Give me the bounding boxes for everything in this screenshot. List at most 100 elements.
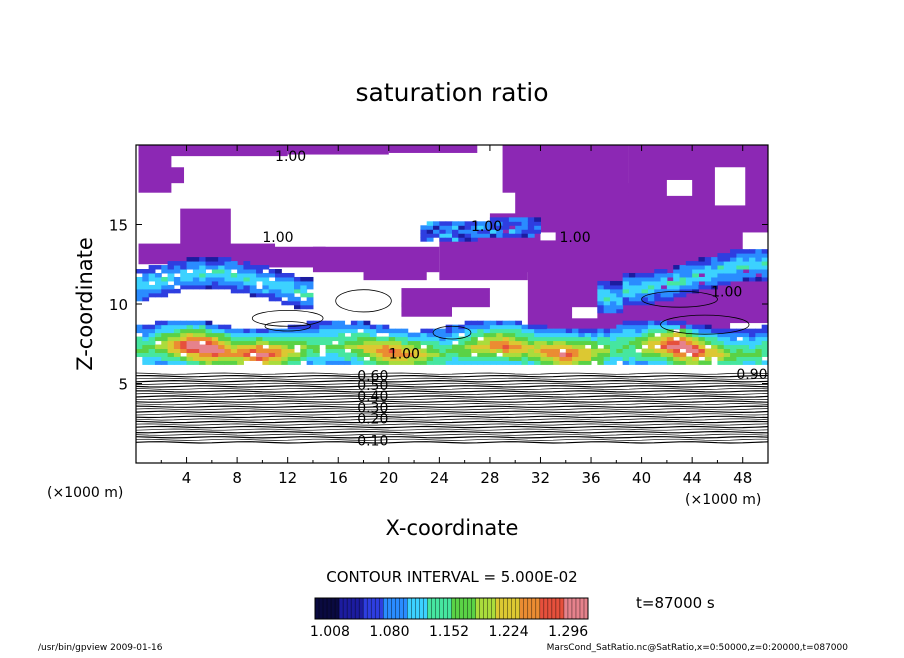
colorbar-cell [543, 598, 549, 619]
colorbar-cell [343, 598, 348, 619]
x-axis: 4 8 12 16 20 24 28 32 36 40 44 48 [160, 145, 752, 487]
contour-label: 1.00 [275, 149, 306, 165]
colorbar-cell [435, 598, 440, 619]
contour-label: 1.00 [471, 219, 502, 235]
y-axis: 5 10 15 [109, 217, 768, 394]
x-tick-label: 28 [480, 469, 499, 487]
colorbar-cell [347, 598, 352, 619]
x-tick-label: 40 [632, 469, 651, 487]
colorbar-cell [527, 598, 533, 619]
colorbar-cell [475, 598, 481, 619]
colorbar-cell [399, 598, 404, 619]
contour-label: 0.90 [736, 367, 767, 383]
colorbar-cell [491, 598, 497, 619]
footer-right: MarsCond_SatRatio.nc@SatRatio,x=0:50000,… [547, 643, 849, 653]
colorbar-cell [579, 598, 585, 619]
colorbar-cell [455, 598, 460, 619]
colorbar-cell [431, 598, 436, 619]
colorbar-tick-label: 1.080 [369, 624, 409, 640]
contour-label: 0.60 [357, 369, 388, 385]
colorbar-cell [371, 598, 376, 619]
colorbar-cell [447, 598, 452, 619]
colorbar-cell [419, 598, 424, 619]
contour-label: 1.00 [711, 284, 742, 300]
colorbar-cell [563, 598, 569, 619]
colorbar-cell [575, 598, 581, 619]
colorbar-cell [407, 598, 412, 619]
colorbar-cell [391, 598, 396, 619]
colorbar-cell [515, 598, 521, 619]
colorbar-cell [415, 598, 420, 619]
colorbar-cell [471, 598, 476, 619]
colorbar-cell [339, 598, 344, 619]
colorbar-cell [319, 598, 324, 619]
colorbar-cell [511, 598, 517, 619]
contour-label: 1.00 [389, 346, 420, 362]
colorbar-cell [555, 598, 561, 619]
contour-label: 0.30 [357, 400, 388, 416]
plot-area [136, 145, 768, 444]
colorbar-cell [379, 598, 384, 619]
colorbar-cell [451, 598, 456, 619]
colorbar-cell [443, 598, 448, 619]
x-tick-label: 16 [329, 469, 348, 487]
colorbar-cell [583, 598, 589, 619]
colorbar-cell [559, 598, 565, 619]
colorbar-cell [539, 598, 545, 619]
colorbar-cell [531, 598, 537, 619]
colorbar-cell [363, 598, 368, 619]
colorbar-cell [523, 598, 529, 619]
contour-label: 0.50 [357, 378, 388, 394]
colorbar-cell [567, 598, 573, 619]
x-tick-label: 44 [683, 469, 702, 487]
x-tick-label: 32 [531, 469, 550, 487]
colorbar-cell [335, 598, 340, 619]
colorbar-cell [439, 598, 444, 619]
y-axis-label: Z-coordinate [73, 237, 97, 371]
contour-label: 0.10 [357, 434, 388, 450]
colorbar-cell [463, 598, 468, 619]
contour-label: 0.40 [357, 389, 388, 405]
colorbar-cell [495, 598, 501, 619]
x-tick-label: 20 [379, 469, 398, 487]
heatmap-cells [136, 217, 768, 365]
x-tick-label: 12 [278, 469, 297, 487]
colorbar-cell [327, 598, 332, 619]
colorbar-cell [483, 598, 489, 619]
y-tick-label: 10 [109, 296, 128, 314]
colorbar-cell [459, 598, 464, 619]
colorbar-cell [519, 598, 525, 619]
x-unit-left: (×1000 m) [47, 485, 123, 501]
colorbar-cell [507, 598, 513, 619]
colorbar-tick-label: 1.224 [489, 624, 529, 640]
colorbar-tick-labels: 1.008 1.080 1.152 1.224 1.296 [310, 624, 588, 640]
colorbar-tick-label: 1.152 [429, 624, 469, 640]
contour-labels: 1.00 1.00 1.00 1.00 1.00 1.00 0.90 0.600.500.40… [262, 149, 767, 450]
x-axis-label: X-coordinate [386, 516, 519, 540]
x-tick-label: 4 [182, 469, 192, 487]
colorbar-cell [395, 598, 400, 619]
colorbar-cell [551, 598, 557, 619]
x-unit-right: (×1000 m) [685, 492, 761, 508]
colorbar-cell [571, 598, 577, 619]
x-tick-label: 24 [430, 469, 449, 487]
colorbar-cell [427, 598, 432, 619]
colorbar-cell [467, 598, 472, 619]
x-tick-label: 48 [733, 469, 752, 487]
colorbar-cell [355, 598, 360, 619]
colorbar-cell [499, 598, 505, 619]
colorbar-cell [547, 598, 553, 619]
colorbar-cell [403, 598, 408, 619]
contour-interval-label: CONTOUR INTERVAL = 5.000E-02 [326, 568, 577, 586]
colorbar-cell [479, 598, 485, 619]
colorbar-cell [367, 598, 372, 619]
colorbar-cell [359, 598, 364, 619]
chart-title: saturation ratio [355, 78, 548, 107]
y-tick-label: 15 [109, 217, 128, 235]
x-tick-label: 8 [232, 469, 242, 487]
colorbar-cell [375, 598, 380, 619]
time-label: t=87000 s [636, 594, 715, 612]
colorbar-tick-label: 1.296 [548, 624, 588, 640]
y-tick-label: 5 [118, 376, 128, 394]
